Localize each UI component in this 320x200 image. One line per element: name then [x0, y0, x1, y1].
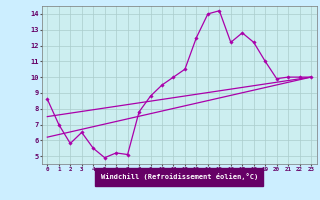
X-axis label: Windchill (Refroidissement éolien,°C): Windchill (Refroidissement éolien,°C)	[100, 173, 258, 180]
